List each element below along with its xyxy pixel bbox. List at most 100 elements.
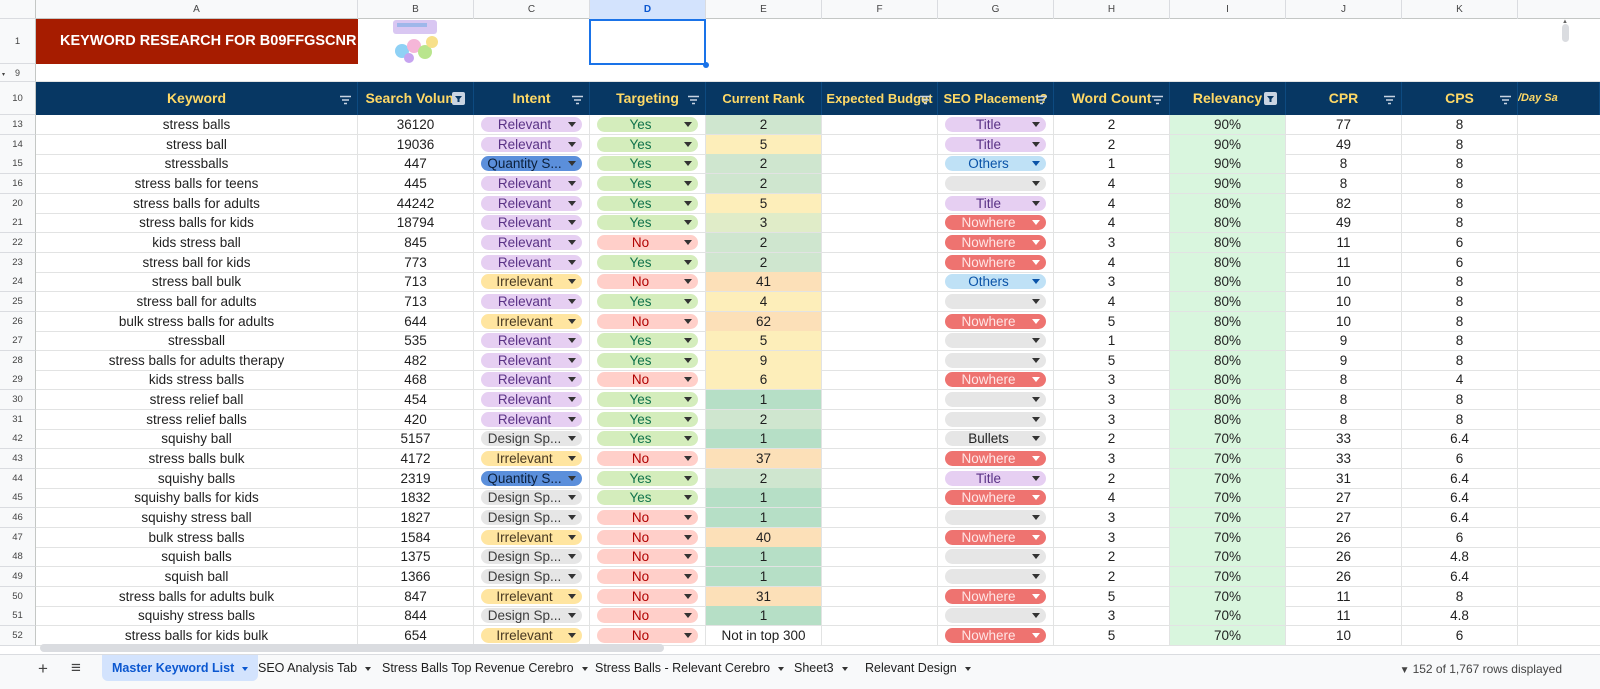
intent-cell[interactable]: Irrelevant	[474, 527, 590, 548]
seo-placement-cell[interactable]	[938, 390, 1054, 411]
keyword-cell[interactable]: stress ball	[36, 134, 358, 155]
intent-cell[interactable]: Relevant	[474, 115, 590, 135]
word-count-cell[interactable]: 5	[1054, 311, 1170, 332]
column-header-h[interactable]: H	[1054, 0, 1170, 19]
sheet-tab-master-keyword-list[interactable]: Master Keyword List	[102, 655, 259, 681]
cps-cell[interactable]: 4	[1402, 370, 1518, 391]
keyword-cell[interactable]: kids stress balls	[36, 370, 358, 391]
keyword-cell[interactable]: stress ball bulk	[36, 272, 358, 293]
search-volume-cell[interactable]: 482	[358, 350, 474, 371]
seo-placement-cell[interactable]: Title	[938, 134, 1054, 155]
day-sales-cell[interactable]	[1518, 292, 1600, 312]
current-rank-cell[interactable]: 1	[706, 429, 822, 450]
chevron-down-icon[interactable]	[841, 666, 848, 671]
cps-cell[interactable]: 6	[1402, 449, 1518, 470]
column-header-i[interactable]: I	[1170, 0, 1286, 19]
seo-placement-cell[interactable]: Others	[938, 272, 1054, 293]
sheet-tab-sheet3[interactable]: Sheet3	[784, 655, 858, 681]
cpr-cell[interactable]: 8	[1286, 390, 1402, 411]
row-header[interactable]: 22	[0, 232, 36, 253]
intent-dropdown[interactable]: Design Sp...	[481, 549, 582, 565]
day-sales-cell[interactable]	[1518, 351, 1600, 371]
cps-cell[interactable]: 6.4	[1402, 566, 1518, 587]
sheet-tab-relevant-design[interactable]: Relevant Design	[855, 655, 981, 681]
intent-dropdown[interactable]: Relevant	[481, 195, 582, 211]
expected-budget-cell[interactable]	[822, 625, 938, 646]
intent-dropdown[interactable]: Relevant	[481, 254, 582, 270]
cpr-cell[interactable]: 9	[1286, 350, 1402, 371]
cps-cell[interactable]: 6.4	[1402, 488, 1518, 509]
sheet-tab-stress-balls-top-revenue-cerebro[interactable]: Stress Balls Top Revenue Cerebro	[372, 655, 598, 681]
chevron-down-icon[interactable]	[242, 666, 249, 671]
day-sales-cell[interactable]	[1518, 272, 1600, 293]
day-sales-cell[interactable]	[1518, 429, 1600, 450]
seo-placement-dropdown[interactable]: Title	[945, 470, 1046, 486]
keyword-cell[interactable]: stress balls	[36, 115, 358, 135]
keyword-cell[interactable]: squishy stress balls	[36, 606, 358, 627]
intent-dropdown[interactable]: Relevant	[481, 411, 582, 427]
relevancy-cell[interactable]: 90%	[1170, 134, 1286, 155]
intent-dropdown[interactable]: Irrelevant	[481, 313, 582, 329]
relevancy-cell[interactable]: 90%	[1170, 173, 1286, 194]
intent-dropdown[interactable]: Design Sp...	[481, 490, 582, 506]
targeting-cell[interactable]: Yes	[590, 213, 706, 234]
expected-budget-cell[interactable]	[822, 311, 938, 332]
keyword-cell[interactable]: stress balls for kids bulk	[36, 625, 358, 646]
targeting-dropdown[interactable]: No	[597, 549, 698, 565]
current-rank-cell[interactable]: 1	[706, 606, 822, 627]
current-rank-cell[interactable]: 1	[706, 547, 822, 568]
targeting-cell[interactable]: Yes	[590, 331, 706, 352]
intent-dropdown[interactable]: Relevant	[481, 215, 582, 231]
cps-cell[interactable]: 6.4	[1402, 508, 1518, 528]
row-header[interactable]: ▾ 9	[0, 64, 36, 82]
keyword-cell[interactable]: bulk stress balls	[36, 527, 358, 548]
cpr-cell[interactable]: 49	[1286, 134, 1402, 155]
row-header[interactable]: 15	[0, 154, 36, 175]
chevron-down-icon[interactable]	[581, 666, 588, 671]
sheet-tab-seo-analysis-tab[interactable]: SEO Analysis Tab	[248, 655, 381, 681]
search-volume-cell[interactable]: 713	[358, 291, 474, 312]
targeting-cell[interactable]: Yes	[590, 291, 706, 312]
seo-placement-cell[interactable]	[938, 566, 1054, 587]
search-volume-cell[interactable]: 847	[358, 586, 474, 607]
intent-cell[interactable]: Design Sp...	[474, 488, 590, 509]
search-volume-cell[interactable]: 845	[358, 232, 474, 253]
title-cell[interactable]: KEYWORD RESEARCH FOR B09FFGSCNR	[36, 19, 358, 64]
filter-icon[interactable]	[1152, 93, 1163, 108]
row-header[interactable]: 16	[0, 173, 36, 194]
targeting-cell[interactable]: No	[590, 527, 706, 548]
seo-placement-dropdown[interactable]: Title	[945, 117, 1046, 132]
column-header-g[interactable]: G	[938, 0, 1054, 19]
row-header[interactable]: 14	[0, 134, 36, 155]
filter-icon[interactable]	[920, 93, 931, 108]
relevancy-cell[interactable]: 70%	[1170, 468, 1286, 489]
seo-placement-dropdown[interactable]	[945, 568, 1046, 584]
seo-placement-cell[interactable]: Nowhere	[938, 252, 1054, 273]
targeting-cell[interactable]: Yes	[590, 390, 706, 411]
cpr-cell[interactable]: 8	[1286, 409, 1402, 430]
relevancy-cell[interactable]: 90%	[1170, 115, 1286, 135]
day-sales-cell[interactable]	[1518, 370, 1600, 391]
targeting-dropdown[interactable]: No	[597, 568, 698, 584]
search-volume-cell[interactable]: 535	[358, 331, 474, 352]
seo-placement-dropdown[interactable]: Title	[945, 195, 1046, 211]
seo-placement-cell[interactable]	[938, 173, 1054, 194]
keyword-cell[interactable]: stress balls for adults bulk	[36, 586, 358, 607]
relevancy-cell[interactable]: 70%	[1170, 488, 1286, 509]
cpr-cell[interactable]: 9	[1286, 331, 1402, 352]
seo-placement-cell[interactable]: Nowhere	[938, 449, 1054, 470]
current-rank-cell[interactable]: 2	[706, 409, 822, 430]
all-sheets-menu-icon[interactable]: ≡	[71, 658, 81, 677]
current-rank-cell[interactable]: 37	[706, 449, 822, 470]
intent-cell[interactable]: Design Sp...	[474, 566, 590, 587]
keyword-cell[interactable]: kids stress ball	[36, 232, 358, 253]
day-sales-cell[interactable]	[1518, 312, 1600, 332]
keyword-cell[interactable]: stress balls for teens	[36, 173, 358, 194]
word-count-cell[interactable]: 3	[1054, 606, 1170, 627]
targeting-cell[interactable]: Yes	[590, 350, 706, 371]
relevancy-cell[interactable]: 70%	[1170, 606, 1286, 627]
day-sales-cell[interactable]	[1518, 194, 1600, 214]
targeting-dropdown[interactable]: Yes	[597, 352, 698, 368]
relevancy-cell[interactable]: 80%	[1170, 370, 1286, 391]
